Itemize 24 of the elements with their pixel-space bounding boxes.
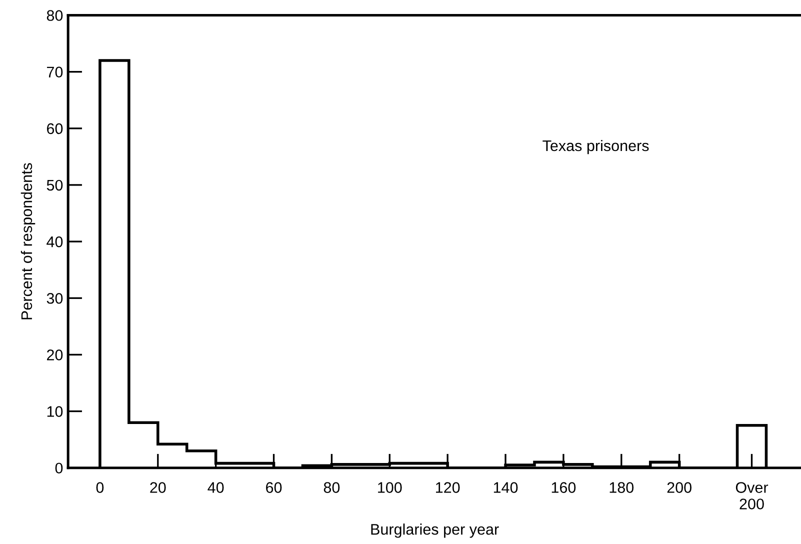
x-tick-label: 180 <box>610 482 634 493</box>
x-tick-label: 80 <box>324 482 340 493</box>
y-tick-label: 10 <box>47 406 63 417</box>
y-tick-label: 40 <box>46 236 63 248</box>
x-tick-label: 140 <box>494 482 518 493</box>
x-tick-label: 0 <box>96 482 104 493</box>
x-tick-label: 100 <box>378 482 402 493</box>
y-tick-label: 80 <box>46 10 63 21</box>
x-tick-label: Over 200 <box>736 482 768 510</box>
annotation: Texas prisoners <box>542 140 649 154</box>
x-tick-label: 20 <box>150 482 166 493</box>
y-tick-label: 0 <box>55 462 63 474</box>
x-tick-label: 200 <box>667 482 692 493</box>
x-tick-label: 60 <box>266 482 282 493</box>
x-tick-label: 120 <box>436 482 460 493</box>
y-axis-title: Percent of respondents <box>20 163 36 320</box>
y-tick-label: 60 <box>47 123 63 134</box>
x-axis-title: Burglaries per year <box>371 524 499 538</box>
y-tick-label: 70 <box>47 66 63 78</box>
y-tick-label: 30 <box>46 292 63 304</box>
y-tick-label: 50 <box>46 180 63 191</box>
x-tick-label: 160 <box>552 482 576 493</box>
x-tick-label: 40 <box>208 482 224 493</box>
y-tick-label: 20 <box>47 350 63 360</box>
